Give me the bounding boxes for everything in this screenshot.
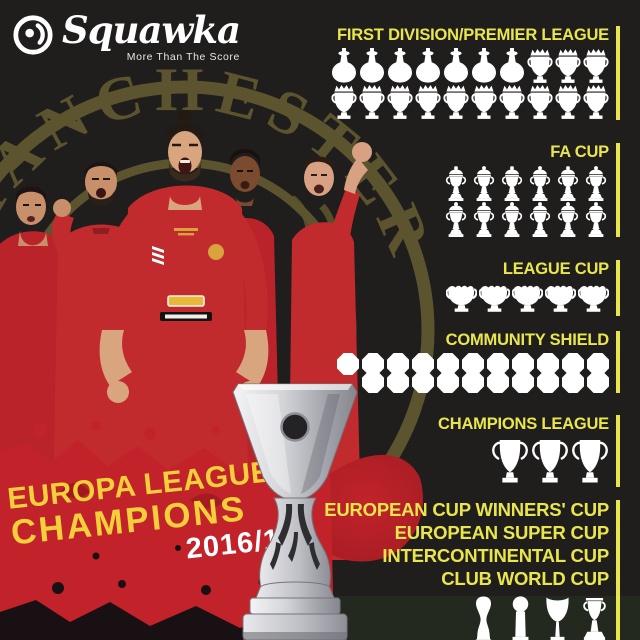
section-community-shield: COMMUNITY SHIELD bbox=[337, 331, 620, 393]
section-title-international-cups-1: EUROPEAN CUP WINNERS' CUP bbox=[324, 499, 609, 520]
community-shield-icon bbox=[387, 371, 409, 393]
community-shield-icon bbox=[412, 371, 434, 393]
champions-league-trophy-icon bbox=[531, 439, 569, 487]
first-division-trophy-icon bbox=[471, 48, 497, 84]
premier-league-trophy-icon bbox=[527, 84, 553, 120]
section-first-division-premier-league: FIRST DIVISION/PREMIER LEAGUE bbox=[331, 26, 620, 120]
club-world-cup-trophy-icon bbox=[580, 596, 609, 640]
community-shield-icon bbox=[362, 371, 384, 393]
super-cup-trophy-icon bbox=[506, 596, 535, 640]
fa-cup-trophy-icon bbox=[471, 166, 497, 201]
club-badge-icon bbox=[208, 244, 224, 260]
intercontinental-cup-trophy-icon bbox=[543, 596, 572, 640]
chevrolet-logo-icon bbox=[160, 295, 212, 321]
trophy-row bbox=[331, 48, 609, 84]
premier-league-trophy-icon bbox=[583, 84, 609, 120]
premier-league-trophy-icon bbox=[471, 84, 497, 120]
league-cup-trophy-icon bbox=[512, 284, 543, 316]
section-title-champions-league: CHAMPIONS LEAGUE bbox=[438, 415, 609, 433]
section-fa-cup: FA CUP bbox=[443, 143, 620, 237]
trophy-row bbox=[331, 84, 609, 120]
trophy-badge bbox=[280, 412, 310, 442]
first-division-trophy-icon bbox=[443, 48, 469, 84]
premier-league-trophy-icon bbox=[555, 48, 581, 84]
premier-league-trophy-icon bbox=[443, 84, 469, 120]
section-title-first-division-premier-league: FIRST DIVISION/PREMIER LEAGUE bbox=[337, 26, 609, 44]
premier-league-trophy-icon bbox=[555, 84, 581, 120]
brand-name: Squawka bbox=[62, 8, 241, 52]
trophy-row bbox=[469, 592, 609, 640]
honours-panel: FIRST DIVISION/PREMIER LEAGUE FA CUP LEAGU… bbox=[318, 26, 620, 640]
trophy-row bbox=[446, 282, 609, 316]
community-shield-icon bbox=[337, 353, 359, 375]
premier-league-trophy-icon bbox=[499, 84, 525, 120]
community-shield-icon bbox=[562, 371, 584, 393]
community-shield-icon bbox=[462, 371, 484, 393]
fa-cup-trophy-icon bbox=[583, 166, 609, 201]
community-shield-icon bbox=[437, 371, 459, 393]
section-title-fa-cup: FA CUP bbox=[550, 143, 609, 161]
premier-league-trophy-icon bbox=[359, 84, 385, 120]
europa-league-trophy-icon bbox=[232, 383, 358, 640]
fa-cup-trophy-icon bbox=[471, 202, 497, 237]
fa-cup-trophy-icon bbox=[583, 202, 609, 237]
premier-league-trophy-icon bbox=[387, 84, 413, 120]
fa-cup-trophy-icon bbox=[443, 202, 469, 237]
premier-league-trophy-icon bbox=[415, 84, 441, 120]
trophy-row bbox=[491, 437, 609, 487]
fa-cup-trophy-icon bbox=[443, 166, 469, 201]
league-cup-trophy-icon bbox=[578, 284, 609, 316]
first-division-trophy-icon bbox=[415, 48, 441, 84]
fa-cup-trophy-icon bbox=[527, 202, 553, 237]
adidas-stripes-icon bbox=[152, 246, 164, 265]
squawka-logo-icon bbox=[13, 15, 53, 55]
community-shield-icon bbox=[487, 371, 509, 393]
fa-cup-trophy-icon bbox=[555, 166, 581, 201]
trophy-row bbox=[443, 201, 609, 237]
premier-league-trophy-icon bbox=[331, 84, 357, 120]
community-shield-icon bbox=[512, 371, 534, 393]
section-title-international-cups-3: INTERCONTINENTAL CUP bbox=[382, 545, 609, 566]
community-shield-icon bbox=[587, 371, 609, 393]
brand-tagline: More Than The Score bbox=[126, 51, 240, 63]
premier-league-trophy-icon bbox=[583, 48, 609, 84]
first-division-trophy-icon bbox=[359, 48, 385, 84]
first-division-trophy-icon bbox=[499, 48, 525, 84]
champions-league-trophy-icon bbox=[491, 439, 529, 487]
section-title-community-shield: COMMUNITY SHIELD bbox=[445, 331, 610, 349]
league-cup-trophy-icon bbox=[446, 284, 477, 316]
trophy-row bbox=[362, 371, 609, 393]
section-international-cups: EUROPEAN CUP WINNERS' CUP EUROPEAN SUPER … bbox=[324, 500, 620, 640]
fa-cup-trophy-icon bbox=[527, 166, 553, 201]
section-league-cup: LEAGUE CUP bbox=[446, 260, 620, 316]
fa-cup-trophy-icon bbox=[499, 166, 525, 201]
section-champions-league: CHAMPIONS LEAGUE bbox=[438, 415, 620, 487]
fa-cup-trophy-icon bbox=[555, 202, 581, 237]
trophy-row bbox=[443, 165, 609, 201]
premier-league-trophy-icon bbox=[527, 48, 553, 84]
league-cup-trophy-icon bbox=[545, 284, 576, 316]
cup-winners-cup-trophy-icon bbox=[469, 596, 498, 640]
red-paint-splash bbox=[0, 421, 423, 640]
section-title-international-cups-4: CLUB WORLD CUP bbox=[441, 568, 609, 589]
fa-cup-trophy-icon bbox=[499, 202, 525, 237]
first-division-trophy-icon bbox=[331, 48, 357, 84]
first-division-trophy-icon bbox=[387, 48, 413, 84]
section-title-international-cups-2: EUROPEAN SUPER CUP bbox=[394, 522, 610, 543]
community-shield-icon bbox=[537, 371, 559, 393]
brand-header: Squawka More Than The Score bbox=[12, 8, 241, 63]
league-cup-trophy-icon bbox=[479, 284, 510, 316]
section-title-league-cup: LEAGUE CUP bbox=[502, 260, 609, 278]
champions-league-trophy-icon bbox=[571, 439, 609, 487]
